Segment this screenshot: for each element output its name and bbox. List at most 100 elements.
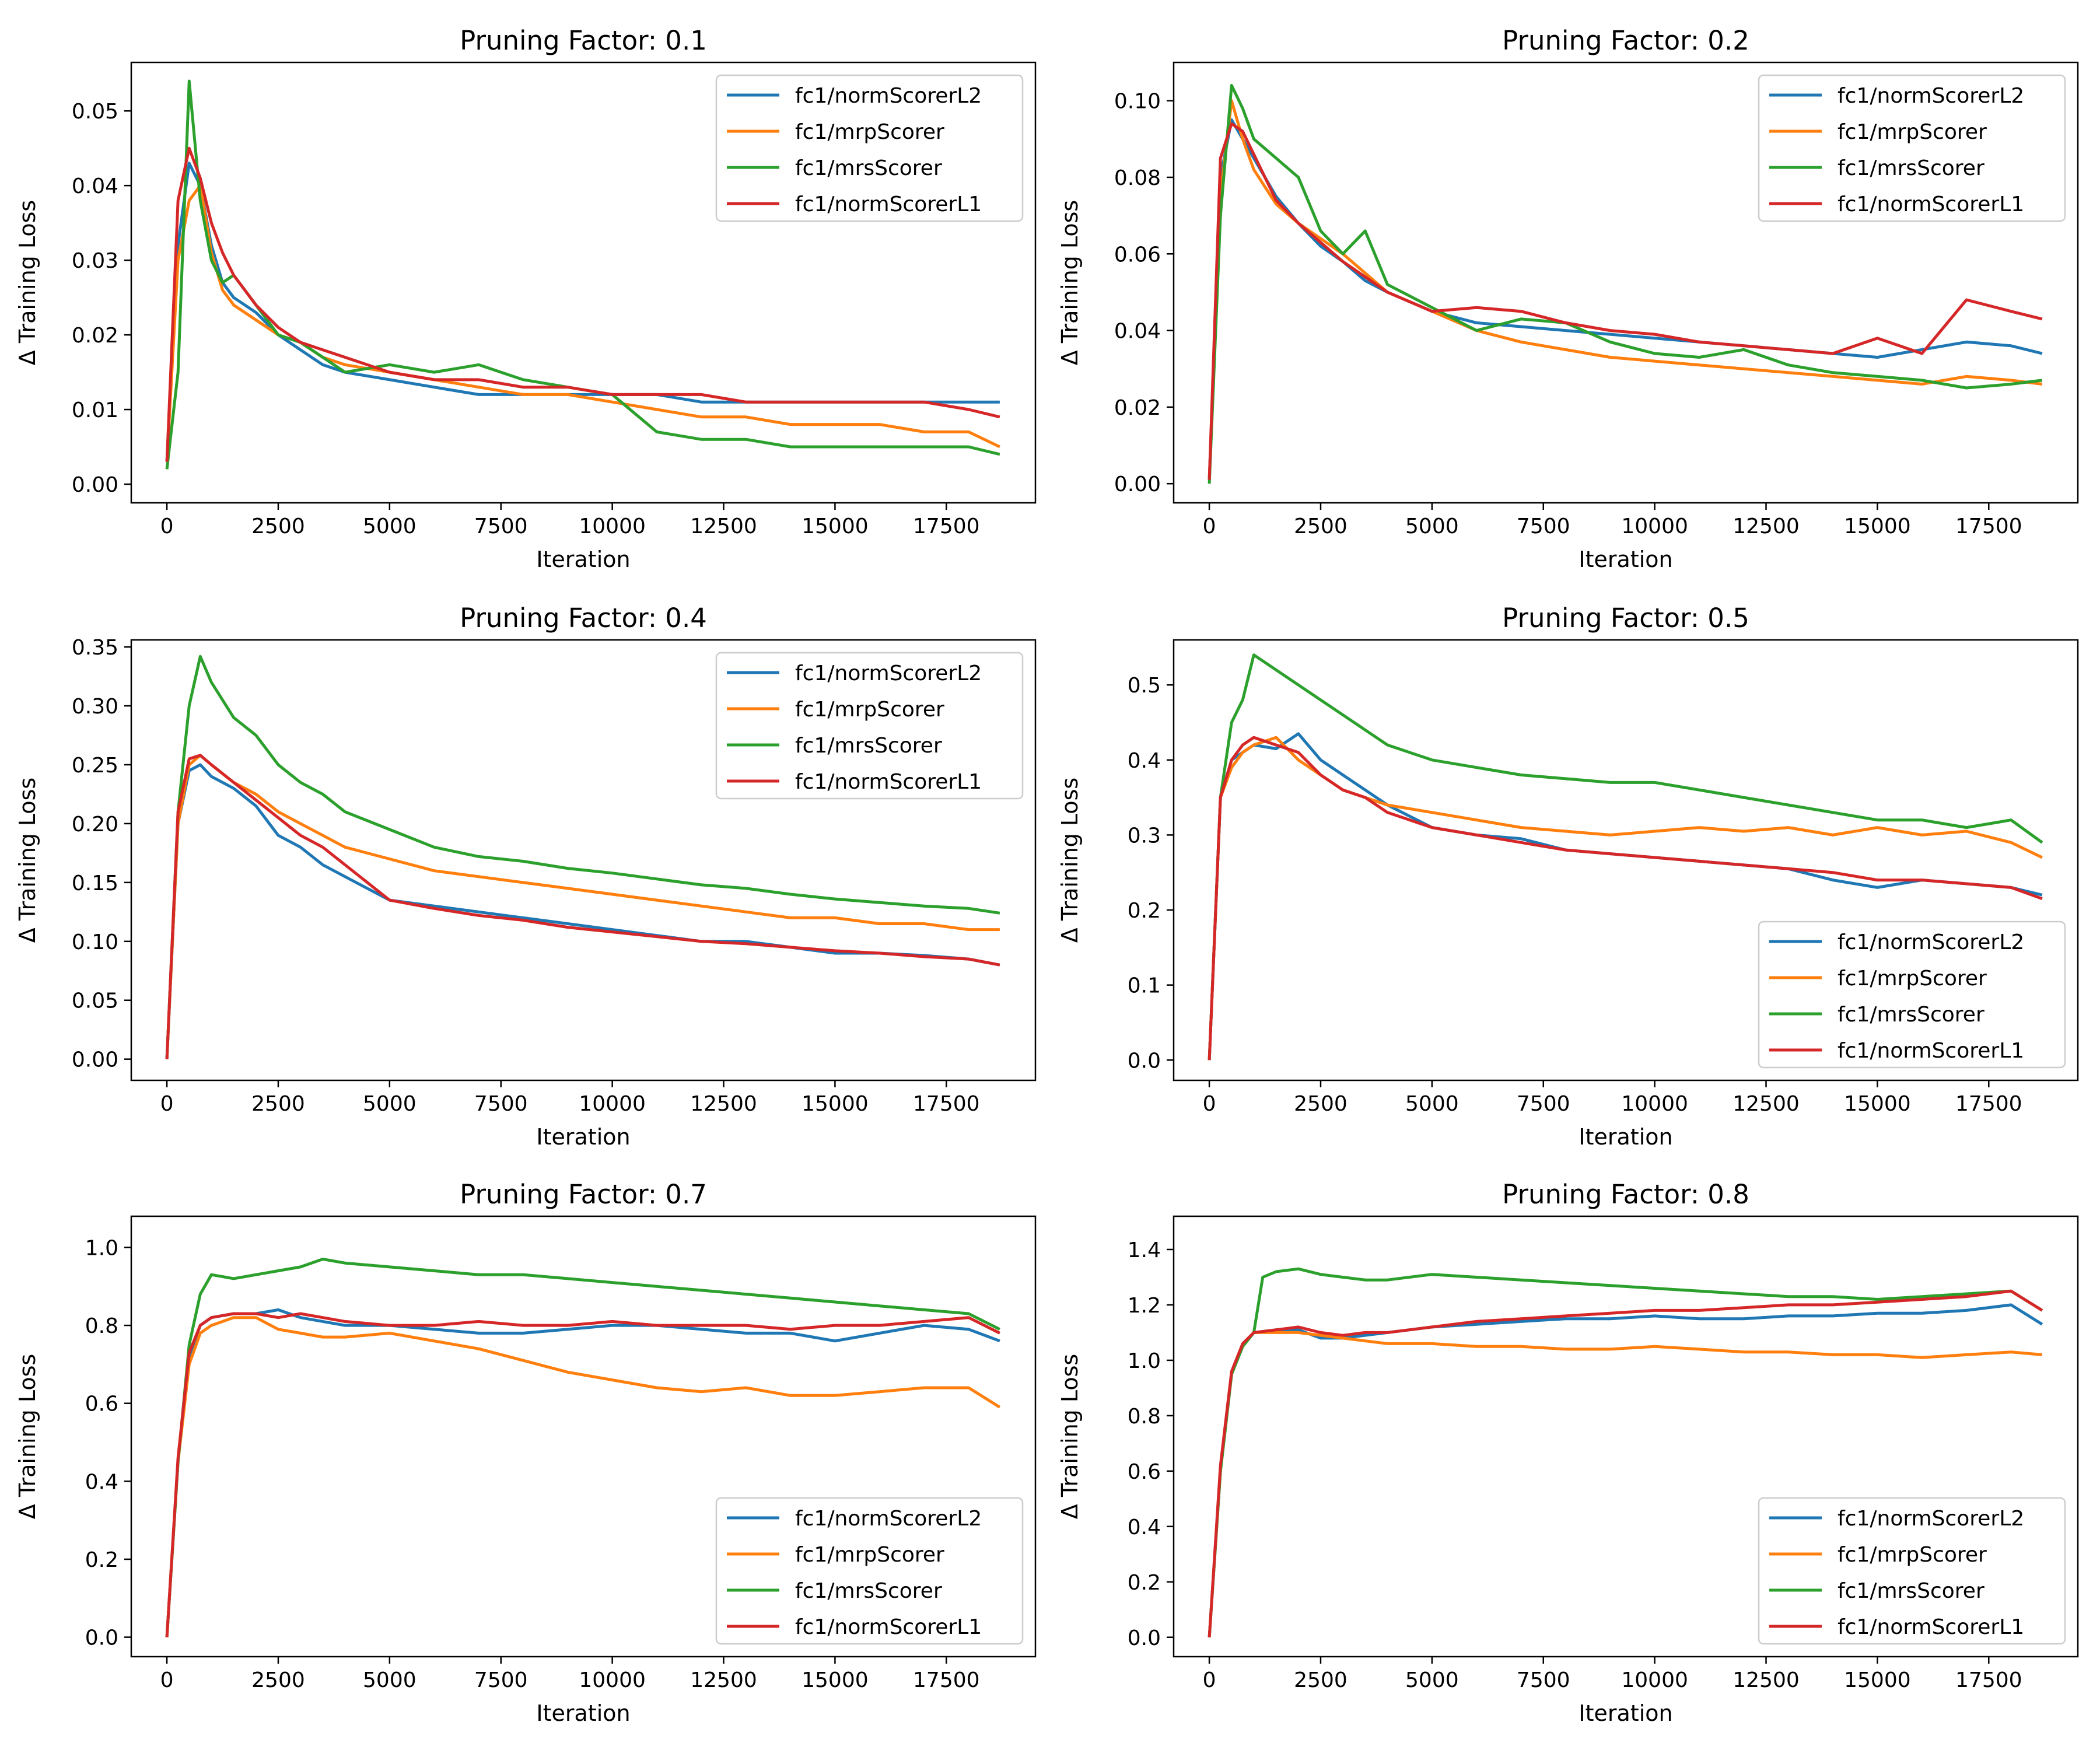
legend-label: fc1/normScorerL2 xyxy=(795,1507,982,1531)
y-tick-label: 0.0 xyxy=(1128,1626,1161,1650)
subplot-1: 0 2500 5000 7500 10000 12500 15000 17500 0.00 0.0… xyxy=(15,25,1037,572)
x-tick-label: 10000 xyxy=(1621,514,1688,538)
x-tick-label: 7500 xyxy=(474,1092,528,1116)
subplot-3: 0 2500 5000 7500 10000 12500 15000 17500 0.00 0.0… xyxy=(15,603,1037,1150)
legend-label: fc1/normScorerL2 xyxy=(795,84,982,108)
plot-frame xyxy=(130,61,1037,504)
x-tick-label: 0 xyxy=(160,1668,174,1692)
x-tick-label: 15000 xyxy=(1844,1092,1911,1116)
x-tick-label: 7500 xyxy=(1517,514,1570,538)
legend-label: fc1/normScorerL1 xyxy=(1838,1039,2024,1063)
x-tick-label: 12500 xyxy=(1732,514,1800,538)
plot-frame xyxy=(1172,639,2079,1082)
x-tick-label: 7500 xyxy=(474,1668,528,1692)
legend: fc1/normScorerL2 fc1/mrpScorer fc1/mrsScor… xyxy=(715,74,1024,222)
x-axis-label: Iteration xyxy=(536,547,630,572)
y-tick-label: 0.05 xyxy=(72,100,118,124)
plot-frame xyxy=(1172,61,2079,504)
y-tick-label: 0.00 xyxy=(1114,473,1161,496)
series-line-1 xyxy=(165,763,1000,1059)
x-tick-label: 0 xyxy=(160,514,174,538)
x-tick-label: 2500 xyxy=(251,1668,305,1692)
x-axis-label: Iteration xyxy=(1578,1124,1672,1150)
legend: fc1/normScorerL2 fc1/mrpScorer fc1/mrsScor… xyxy=(1758,921,2066,1069)
x-tick-label: 12500 xyxy=(690,514,757,538)
legend-label: fc1/mrsScorer xyxy=(795,734,942,758)
series-line-4 xyxy=(165,146,1000,462)
y-tick-label: 0.04 xyxy=(72,174,118,198)
legend-label: fc1/normScorerL1 xyxy=(1838,192,2024,216)
y-tick-label: 0.05 xyxy=(72,989,118,1013)
y-tick-label: 0.0 xyxy=(85,1626,118,1650)
series-line-2 xyxy=(1208,736,2043,1060)
y-tick-label: 0.2 xyxy=(1128,899,1161,923)
x-tick-label: 12500 xyxy=(1732,1668,1800,1692)
y-tick-label: 0.04 xyxy=(1114,320,1161,344)
x-tick-label: 5000 xyxy=(363,1668,416,1692)
chart-title: Pruning Factor: 0.2 xyxy=(1502,25,1749,56)
legend-label: fc1/normScorerL2 xyxy=(1838,1507,2024,1531)
legend-label: fc1/mrsScorer xyxy=(795,1579,942,1603)
series-line-2 xyxy=(165,754,1000,1059)
x-tick-label: 17500 xyxy=(913,514,980,538)
legend-label: fc1/normScorerL2 xyxy=(1838,930,2024,954)
legend-label: fc1/normScorerL1 xyxy=(795,192,982,216)
plot-frame xyxy=(130,639,1037,1082)
plot-frame xyxy=(1172,1215,2079,1658)
series-line-3 xyxy=(165,79,1000,470)
legend-label: fc1/normScorerL2 xyxy=(1838,84,2024,108)
legend: fc1/normScorerL2 fc1/mrpScorer fc1/mrsScor… xyxy=(715,652,1024,800)
subplot-5: 0 2500 5000 7500 10000 12500 15000 17500 0.0 0.2 0… xyxy=(15,1179,1037,1726)
series-line-2 xyxy=(1208,99,2043,480)
legend-label: fc1/mrpScorer xyxy=(795,120,944,144)
x-tick-label: 17500 xyxy=(913,1668,980,1692)
y-tick-label: 0.6 xyxy=(85,1392,118,1416)
series-line-2 xyxy=(165,1316,1001,1637)
legend-label: fc1/mrsScorer xyxy=(795,156,942,180)
y-axis-label: Δ Training Loss xyxy=(15,200,40,365)
y-tick-label: 0.5 xyxy=(1128,674,1161,698)
series-line-3 xyxy=(1208,653,2043,1060)
legend-box xyxy=(1758,921,2066,1069)
x-tick-label: 5000 xyxy=(363,514,416,538)
legend-label: fc1/mrsScorer xyxy=(1838,1579,1985,1603)
y-axis-label: Δ Training Loss xyxy=(15,778,40,943)
x-tick-label: 0 xyxy=(1203,1668,1216,1692)
y-tick-label: 0.02 xyxy=(72,324,118,348)
y-tick-label: 0.30 xyxy=(72,695,118,719)
x-tick-label: 15000 xyxy=(1844,1668,1911,1692)
y-tick-label: 1.0 xyxy=(1128,1349,1161,1373)
series-line-3 xyxy=(1208,1267,2043,1637)
y-tick-label: 0.4 xyxy=(1128,749,1161,773)
x-tick-label: 5000 xyxy=(363,1092,416,1116)
series-line-3 xyxy=(165,1258,1001,1637)
legend-label: fc1/mrsScorer xyxy=(1838,1003,1985,1027)
x-tick-label: 10000 xyxy=(579,1668,646,1692)
y-tick-label: 0.25 xyxy=(72,754,118,778)
y-tick-label: 0.35 xyxy=(72,636,118,660)
y-tick-label: 0.8 xyxy=(85,1314,118,1338)
legend-label: fc1/normScorerL1 xyxy=(795,1615,982,1639)
x-tick-label: 10000 xyxy=(579,514,646,538)
legend-box xyxy=(715,74,1024,222)
x-tick-label: 10000 xyxy=(579,1092,646,1116)
x-tick-label: 17500 xyxy=(1955,514,2022,538)
x-tick-label: 12500 xyxy=(1732,1092,1800,1116)
x-tick-label: 5000 xyxy=(1405,1668,1459,1692)
x-tick-label: 12500 xyxy=(690,1668,757,1692)
y-tick-label: 0.06 xyxy=(1114,243,1161,267)
plot-frame xyxy=(130,1215,1037,1658)
x-tick-label: 5000 xyxy=(1405,1092,1459,1116)
x-tick-label: 0 xyxy=(1203,514,1216,538)
series-line-3 xyxy=(165,654,1000,1059)
x-tick-label: 0 xyxy=(160,1092,174,1116)
series-line-2 xyxy=(165,184,1000,462)
legend-label: fc1/mrpScorer xyxy=(795,698,944,722)
y-tick-label: 1.2 xyxy=(1128,1294,1161,1318)
legend-label: fc1/mrpScorer xyxy=(795,1543,944,1567)
chart-title: Pruning Factor: 0.5 xyxy=(1502,603,1749,634)
y-tick-label: 0.00 xyxy=(72,1048,118,1072)
chart-title: Pruning Factor: 0.1 xyxy=(460,25,707,56)
y-tick-label: 1.0 xyxy=(85,1236,118,1260)
y-tick-label: 0.8 xyxy=(1128,1405,1161,1429)
